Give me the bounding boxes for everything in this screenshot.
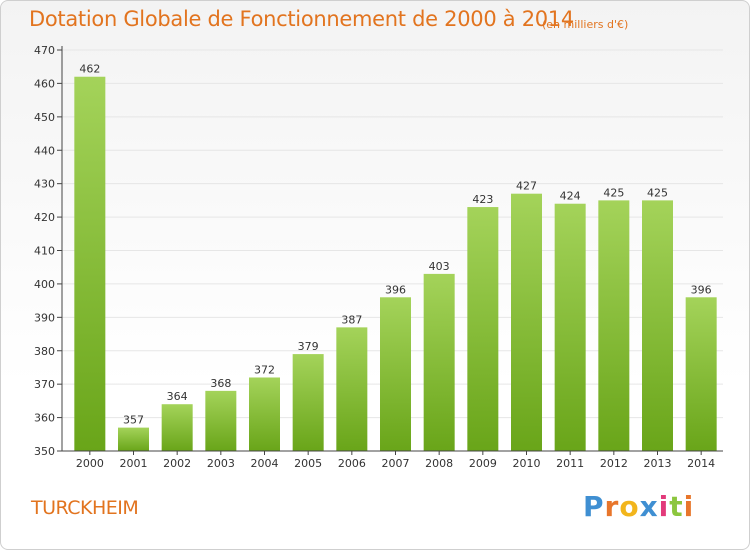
data-label: 372 <box>254 363 275 376</box>
bar <box>74 76 106 451</box>
y-tick-label: 400 <box>34 278 55 291</box>
proxiti-logo: Proxiti <box>583 490 694 523</box>
data-label: 425 <box>603 186 624 199</box>
y-tick-label: 450 <box>34 111 55 124</box>
x-tick-label: 2010 <box>513 457 541 470</box>
axes: 350 360 370 380 390 400 410 420 430 440 450 460 470 2… <box>34 44 723 470</box>
y-tick-label: 390 <box>34 311 55 324</box>
data-label: 403 <box>429 260 450 273</box>
x-tick-label: 2003 <box>207 457 235 470</box>
y-tick-label: 370 <box>34 378 55 391</box>
y-tick-label: 420 <box>34 211 55 224</box>
chart-title: Dotation Globale de Fonctionnement de 20… <box>29 7 574 31</box>
x-tick-label: 2002 <box>163 457 191 470</box>
logo-letter: x <box>639 490 659 523</box>
bar <box>336 327 368 451</box>
bar <box>642 200 673 451</box>
data-labels: 462 357 364 368 372 379 387 396 403 423 427 424 425 4… <box>79 63 711 427</box>
bar <box>685 297 717 451</box>
bar <box>205 390 237 451</box>
x-tick-label: 2004 <box>251 457 279 470</box>
data-label: 424 <box>560 190 581 203</box>
y-tick-label: 440 <box>34 144 55 157</box>
y-tick-label: 360 <box>34 412 55 425</box>
x-tick-label: 2013 <box>644 457 672 470</box>
x-tick-label: 2000 <box>76 457 104 470</box>
y-tick-label: 380 <box>34 345 55 358</box>
logo-letter: r <box>604 490 620 523</box>
data-label: 462 <box>79 63 100 76</box>
logo-letter: i <box>683 490 695 523</box>
data-label: 396 <box>385 283 406 296</box>
data-label: 396 <box>691 283 712 296</box>
data-label: 423 <box>472 193 493 206</box>
bar <box>380 297 411 451</box>
x-tick-label: 2001 <box>120 457 148 470</box>
bar <box>554 203 586 451</box>
bars <box>74 76 717 452</box>
y-tick-label: 470 <box>34 44 55 57</box>
logo-letter: o <box>619 490 640 523</box>
data-label: 387 <box>341 313 362 326</box>
data-label: 427 <box>516 180 537 193</box>
data-label: 368 <box>210 377 231 390</box>
bar <box>511 193 542 452</box>
x-tick-label: 2008 <box>425 457 453 470</box>
x-tick-label: 2012 <box>600 457 628 470</box>
logo-letter: i <box>658 490 670 523</box>
x-tick-label: 2005 <box>294 457 322 470</box>
bar <box>249 377 280 451</box>
bar <box>292 354 324 451</box>
bar <box>423 273 455 451</box>
bar <box>467 207 499 451</box>
x-tick-label: 2006 <box>338 457 366 470</box>
bar <box>161 404 193 451</box>
x-tick-label: 2014 <box>687 457 715 470</box>
data-label: 425 <box>647 186 668 199</box>
logo-letter: P <box>583 490 605 523</box>
data-label: 364 <box>167 390 188 403</box>
data-label: 379 <box>298 340 319 353</box>
chart-subtitle: (en milliers d'€) <box>542 18 629 31</box>
y-tick-label: 410 <box>34 245 55 258</box>
bar <box>598 200 630 451</box>
bar <box>118 427 149 451</box>
y-tick-label: 350 <box>34 445 55 458</box>
y-tick-label: 430 <box>34 178 55 191</box>
y-tick-label: 460 <box>34 77 55 90</box>
data-label: 357 <box>123 414 144 427</box>
x-tick-label: 2011 <box>556 457 584 470</box>
x-tick-label: 2009 <box>469 457 497 470</box>
x-tick-label: 2007 <box>382 457 410 470</box>
commune-name: TURCKHEIM <box>31 497 139 519</box>
logo-letter: t <box>669 490 684 523</box>
